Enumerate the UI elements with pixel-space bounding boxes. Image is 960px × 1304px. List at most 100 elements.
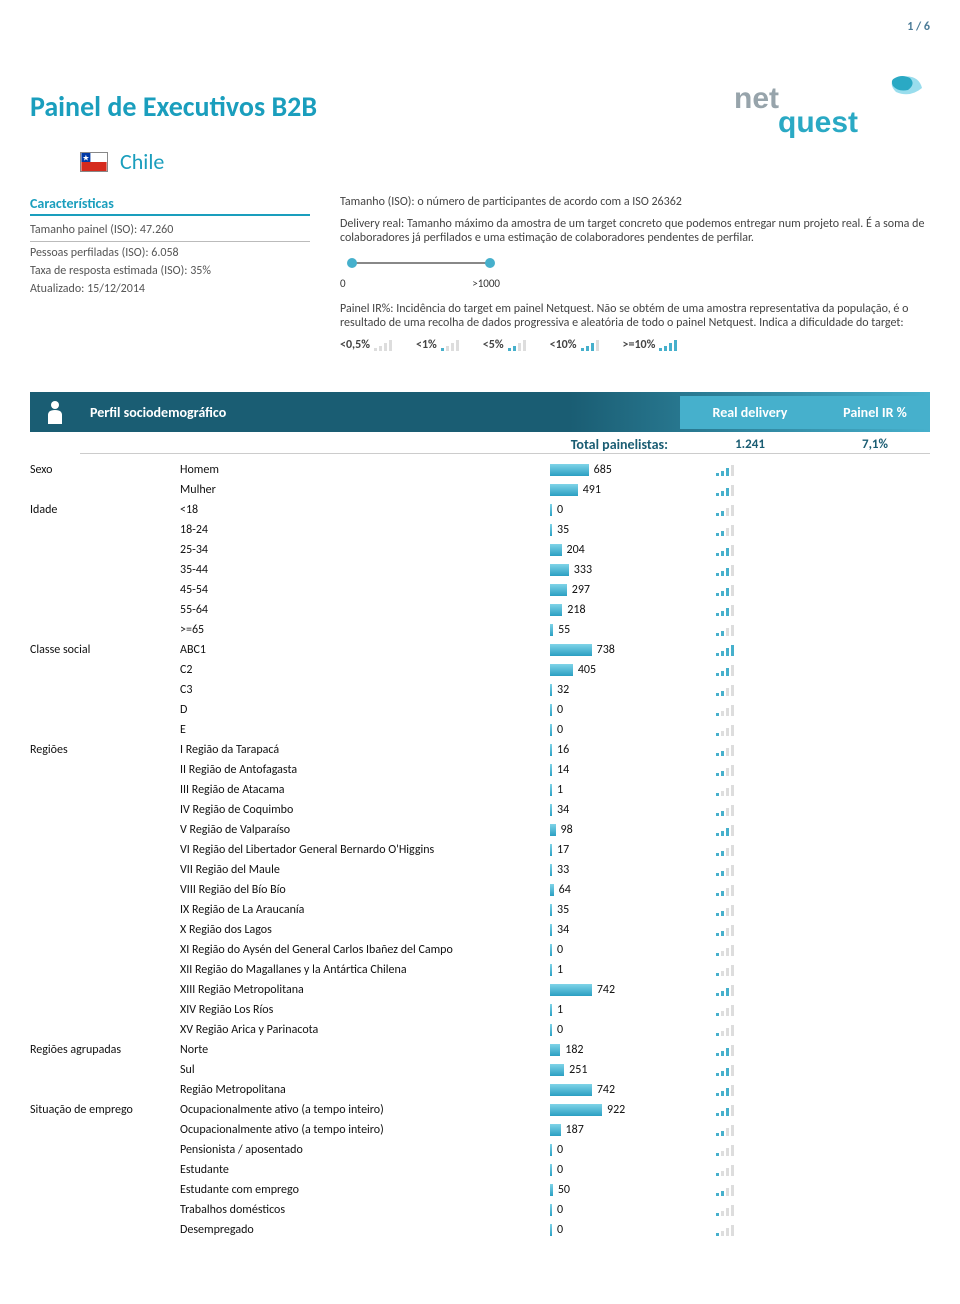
category-label: Situação de emprego xyxy=(30,1103,180,1117)
table-row: >=65 55 xyxy=(30,620,930,640)
total-label: Total painelistas: xyxy=(80,436,680,453)
row-label: Região Metropolitana xyxy=(180,1083,530,1097)
row-value: 251 xyxy=(569,1063,587,1077)
total-value: 1.241 xyxy=(680,437,820,452)
table-row: Região Metropolitana 742 xyxy=(30,1080,930,1100)
ir-cell xyxy=(670,984,780,996)
row-value: 0 xyxy=(557,1223,563,1237)
bar-cell: 1 xyxy=(530,1003,670,1017)
characteristic-line: Pessoas perfiladas (ISO): 6.058 xyxy=(30,244,310,262)
ir-cell xyxy=(670,1064,780,1076)
row-value: 0 xyxy=(557,703,563,717)
table-row: D 0 xyxy=(30,700,930,720)
person-icon xyxy=(30,392,80,432)
ir-cell xyxy=(670,764,780,776)
row-value: 0 xyxy=(557,1143,563,1157)
ir-cell xyxy=(670,704,780,716)
table-row: Trabalhos domésticos 0 xyxy=(30,1200,930,1220)
row-label: Estudante com emprego xyxy=(180,1183,530,1197)
value-bar xyxy=(550,664,573,676)
table-row: Pensionista / aposentado 0 xyxy=(30,1140,930,1160)
bar-cell: 204 xyxy=(530,543,670,557)
value-bar xyxy=(550,1104,602,1116)
ir-cell xyxy=(670,884,780,896)
ir-cell xyxy=(670,1104,780,1116)
value-bar xyxy=(550,684,552,696)
bar-cell: 1 xyxy=(530,963,670,977)
row-label: Desempregado xyxy=(180,1223,530,1237)
col-real-delivery: Real delivery xyxy=(680,396,820,429)
row-label: IX Região de La Araucanía xyxy=(180,903,530,917)
table-row: Situação de emprego Ocupacionalmente ati… xyxy=(30,1100,930,1120)
category-label: Regiões agrupadas xyxy=(30,1043,180,1057)
row-label: Estudante xyxy=(180,1163,530,1177)
svg-text:net: net xyxy=(734,82,779,115)
slider-max: >1000 xyxy=(472,277,500,290)
table-row: E 0 xyxy=(30,720,930,740)
value-bar xyxy=(550,1024,552,1036)
bar-cell: 0 xyxy=(530,703,670,717)
table-row: Ocupacionalmente ativo (a tempo inteiro)… xyxy=(30,1120,930,1140)
legend-item: <5% xyxy=(483,338,526,352)
row-value: 218 xyxy=(567,603,585,617)
bar-cell: 35 xyxy=(530,903,670,917)
ir-cell xyxy=(670,864,780,876)
ir-cell xyxy=(670,1084,780,1096)
value-bar xyxy=(550,484,578,496)
table-row: VII Região del Maule 33 xyxy=(30,860,930,880)
total-pct: 7,1% xyxy=(820,437,930,452)
row-value: 35 xyxy=(557,523,569,537)
row-value: 0 xyxy=(557,1203,563,1217)
row-value: 0 xyxy=(557,943,563,957)
value-bar xyxy=(550,1224,552,1236)
bar-cell: 0 xyxy=(530,1203,670,1217)
bar-cell: 34 xyxy=(530,923,670,937)
ir-cell xyxy=(670,1124,780,1136)
header-row: Painel de Executivos B2B net quest xyxy=(30,74,930,138)
value-bar xyxy=(550,604,562,616)
ir-cell xyxy=(670,1184,780,1196)
row-value: 55 xyxy=(558,623,570,637)
row-value: 64 xyxy=(559,883,571,897)
table-row: VIII Região del Bío Bío 64 xyxy=(30,880,930,900)
description-block: Tamanho (ISO): o número de participantes… xyxy=(340,195,930,352)
table-row: Idade <18 0 xyxy=(30,500,930,520)
characteristics-block: Características Tamanho painel (ISO): 47… xyxy=(30,195,310,352)
table-row: XI Região do Aysén del General Carlos Ib… xyxy=(30,940,930,960)
row-label: II Região de Antofagasta xyxy=(180,763,530,777)
row-value: 17 xyxy=(557,843,569,857)
bar-cell: 55 xyxy=(530,623,670,637)
row-value: 1 xyxy=(557,963,563,977)
row-label: III Região de Atacama xyxy=(180,783,530,797)
section-title: Perfil sociodemográfico xyxy=(80,396,680,429)
table-row: IX Região de La Araucanía 35 xyxy=(30,900,930,920)
row-value: 738 xyxy=(597,643,615,657)
table-row: III Região de Atacama 1 xyxy=(30,780,930,800)
row-label: VII Região del Maule xyxy=(180,863,530,877)
bar-cell: 0 xyxy=(530,1023,670,1037)
ir-cell xyxy=(670,504,780,516)
value-bar xyxy=(550,884,554,896)
section-header: Perfil sociodemográfico Real delivery Pa… xyxy=(30,392,930,432)
row-value: 922 xyxy=(607,1103,625,1117)
bar-cell: 0 xyxy=(530,1163,670,1177)
row-value: 204 xyxy=(567,543,585,557)
table-row: 25-34 204 xyxy=(30,540,930,560)
row-value: 685 xyxy=(594,463,612,477)
row-value: 0 xyxy=(557,1023,563,1037)
value-bar xyxy=(550,1064,564,1076)
ir-cell xyxy=(670,944,780,956)
row-label: Mulher xyxy=(180,483,530,497)
row-value: 187 xyxy=(566,1123,584,1137)
characteristic-line: Atualizado: 15/12/2014 xyxy=(30,280,310,298)
ir-legend: <0,5%<1%<5%<10%>=10% xyxy=(340,338,930,352)
ir-cell xyxy=(670,1004,780,1016)
table-row: V Região de Valparaíso 98 xyxy=(30,820,930,840)
value-bar xyxy=(550,864,552,876)
value-bar xyxy=(550,984,592,996)
value-bar xyxy=(550,1004,552,1016)
category-label: Idade xyxy=(30,503,180,517)
table-row: 35-44 333 xyxy=(30,560,930,580)
legend-item: <10% xyxy=(550,338,599,352)
table-row: X Região dos Lagos 34 xyxy=(30,920,930,940)
